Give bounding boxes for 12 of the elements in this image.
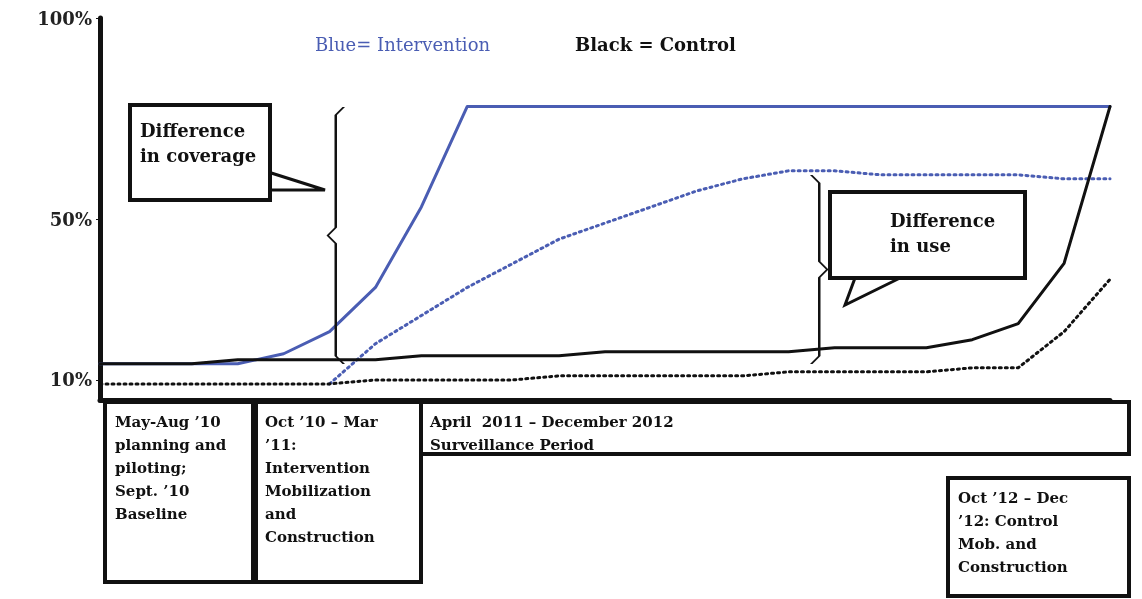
y-tick-label: 10% — [49, 369, 92, 391]
text: Oct ’10 – Mar ’11: Intervention Mobilization and Construction — [265, 412, 379, 546]
annotation: Difference in use — [890, 210, 996, 256]
text: May-Aug ’10 planning and piloting; Sept. ’10 Baseline — [115, 412, 227, 523]
annotation: Difference in coverage — [140, 120, 257, 166]
y-tick-label: 50% — [49, 208, 92, 230]
y-tick-label: 100% — [37, 7, 92, 29]
annotation: Black = Control — [575, 34, 736, 55]
line-series — [328, 169, 1112, 386]
annotation: Blue= Intervention — [315, 34, 491, 55]
text: April 2011 – December 2012 Surveillance Period — [429, 412, 674, 454]
text: Oct ’12 – Dec ’12: Control Mob. and Construction — [958, 488, 1069, 576]
